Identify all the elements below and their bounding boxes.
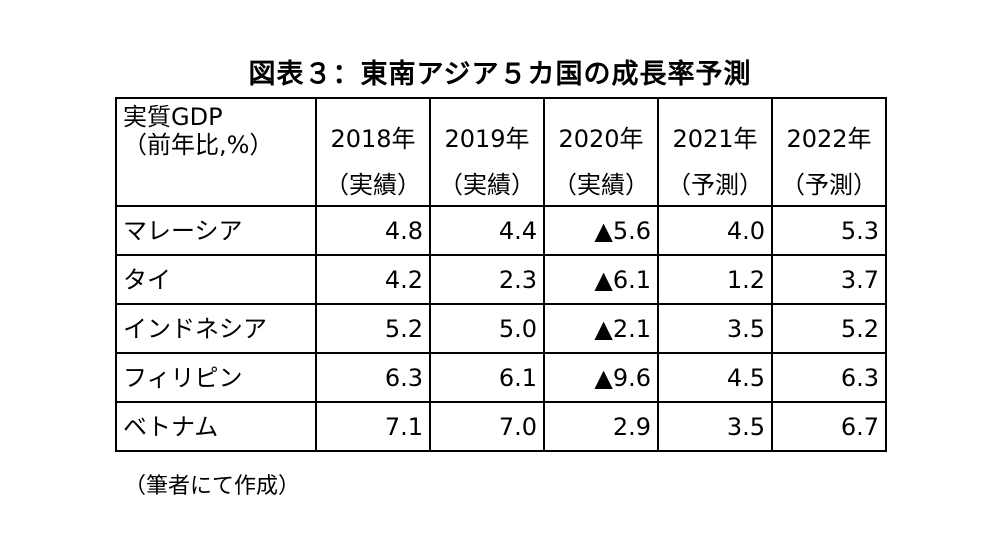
table-row: インドネシア 5.2 5.0 ▲2.1 3.5 5.2 [116,304,886,353]
column-header-2021: 2021年 （予測） [658,98,772,206]
value-cell: 4.0 [658,206,772,255]
table-row: ベトナム 7.1 7.0 2.9 3.5 6.7 [116,402,886,451]
growth-forecast-table: 実質GDP （前年比,%） 2018年 （実績） 2019年 （実績） 2020… [115,97,887,452]
value-cell: 3.7 [772,255,886,304]
value-cell: 2.3 [430,255,544,304]
corner-header-cell: 実質GDP （前年比,%） [116,98,316,206]
value-cell: 6.1 [430,353,544,402]
value-cell: 2.9 [544,402,658,451]
country-cell: マレーシア [116,206,316,255]
year-label: 2020年 [545,125,657,153]
data-kind-label: （実績） [317,171,429,199]
value-cell: 6.7 [772,402,886,451]
value-cell: 7.0 [430,402,544,451]
data-kind-label: （実績） [545,171,657,199]
value-cell: ▲2.1 [544,304,658,353]
country-cell: ベトナム [116,402,316,451]
value-cell: 5.2 [316,304,430,353]
value-cell: 6.3 [316,353,430,402]
column-header-2020: 2020年 （実績） [544,98,658,206]
value-cell: 1.2 [658,255,772,304]
value-cell: 4.4 [430,206,544,255]
column-header-2019: 2019年 （実績） [430,98,544,206]
year-label: 2022年 [773,125,885,153]
country-cell: フィリピン [116,353,316,402]
unit-label: （前年比,%） [123,131,315,159]
value-cell: 4.8 [316,206,430,255]
country-cell: タイ [116,255,316,304]
column-header-2018: 2018年 （実績） [316,98,430,206]
table-title: 図表３：東南アジア５カ国の成長率予測 [0,58,1000,92]
table-row: タイ 4.2 2.3 ▲6.1 1.2 3.7 [116,255,886,304]
value-cell: ▲9.6 [544,353,658,402]
value-cell: 6.3 [772,353,886,402]
year-label: 2021年 [659,125,771,153]
data-kind-label: （予測） [659,171,771,199]
value-cell: 4.2 [316,255,430,304]
value-cell: 5.3 [772,206,886,255]
value-cell: 3.5 [658,304,772,353]
value-cell: 5.0 [430,304,544,353]
year-label: 2019年 [431,125,543,153]
data-kind-label: （予測） [773,171,885,199]
value-cell: 3.5 [658,402,772,451]
metric-label: 実質GDP [123,103,315,131]
country-cell: インドネシア [116,304,316,353]
value-cell: 5.2 [772,304,886,353]
value-cell: 7.1 [316,402,430,451]
value-cell: ▲5.6 [544,206,658,255]
table-row: フィリピン 6.3 6.1 ▲9.6 4.5 6.3 [116,353,886,402]
value-cell: 4.5 [658,353,772,402]
data-kind-label: （実績） [431,171,543,199]
year-label: 2018年 [317,125,429,153]
column-header-2022: 2022年 （予測） [772,98,886,206]
header-row: 実質GDP （前年比,%） 2018年 （実績） 2019年 （実績） 2020… [116,98,886,206]
table-row: マレーシア 4.8 4.4 ▲5.6 4.0 5.3 [116,206,886,255]
value-cell: ▲6.1 [544,255,658,304]
source-note: （筆者にて作成） [124,474,300,500]
